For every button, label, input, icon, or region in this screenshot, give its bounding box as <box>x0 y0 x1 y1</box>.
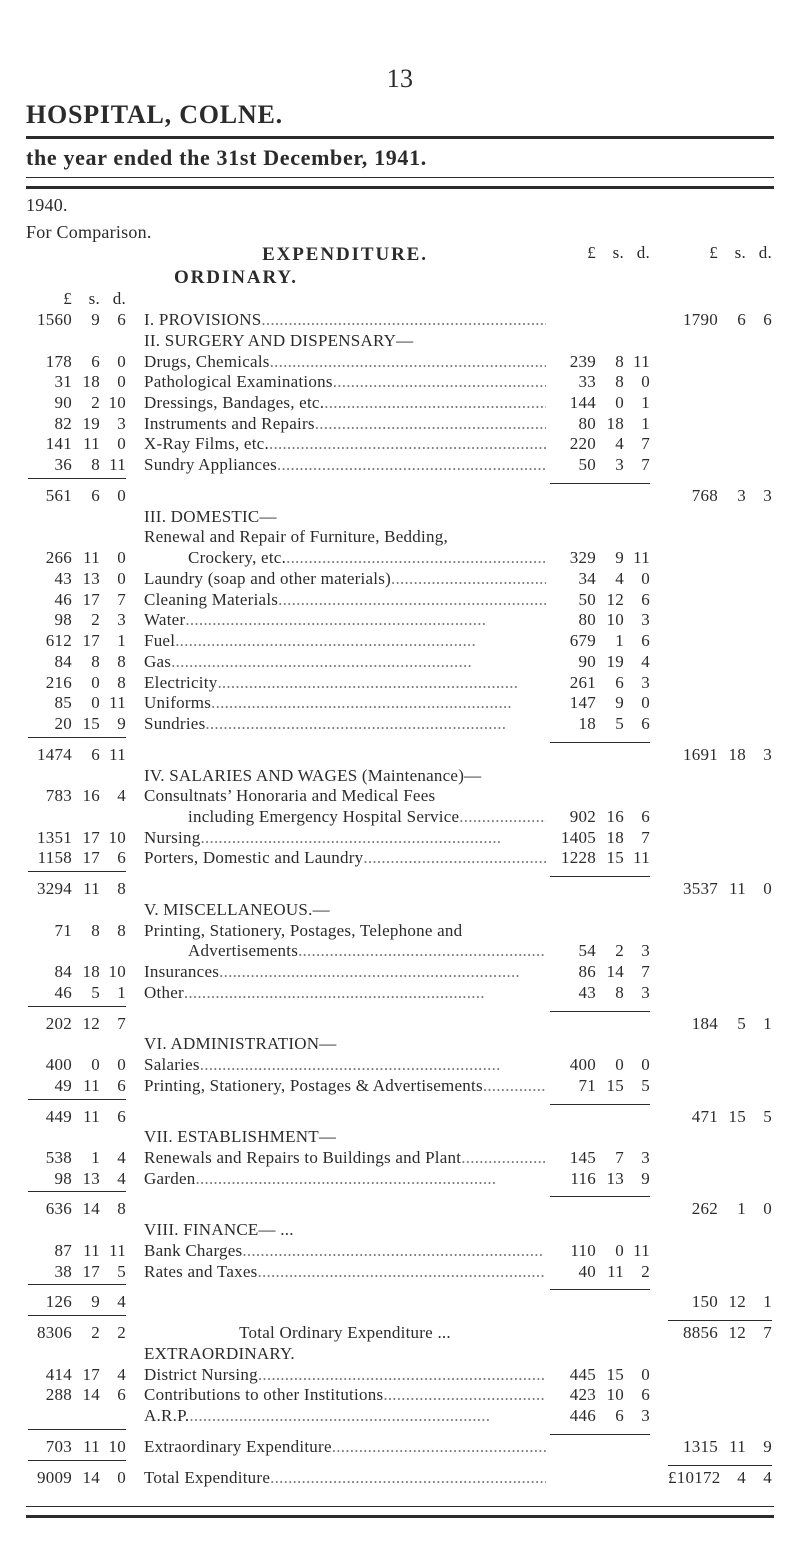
table-row: VI. ADMINISTRATION— <box>26 1034 774 1055</box>
table-row: 13511710 Nursing .......................… <box>26 828 774 849</box>
table-row: 85011 Uniforms .........................… <box>26 693 774 714</box>
left-col-s: s. <box>74 289 102 310</box>
ledger-table: EXPENDITURE. £ s. d. £ s. d. ORDINARY. £… <box>26 243 774 1488</box>
left-col-d: d. <box>102 289 128 310</box>
table-row: 7031110 Extraordinary Expenditure ......… <box>26 1437 774 1458</box>
table-row: 17860 Drugs, Chemicals .................… <box>26 352 774 373</box>
table-row: 63614826210 <box>26 1199 774 1220</box>
table-row: 98134 Garden ...........................… <box>26 1169 774 1190</box>
page-number: 13 <box>26 64 774 94</box>
table-row: 21608 Electricity ......................… <box>26 673 774 694</box>
title-underline <box>26 136 774 139</box>
hdr-ordinary: ORDINARY. <box>144 266 298 289</box>
table-row: 38175 Rates and Taxes ..................… <box>26 1262 774 1283</box>
table-row: 90210 Dressings, Bandages, etc. ........… <box>26 393 774 414</box>
table-row: 20212718451 <box>26 1014 774 1035</box>
meta-year: 1940. <box>26 195 774 216</box>
table-row: 871111 Bank Charges ....................… <box>26 1241 774 1262</box>
table-row: 49116 Printing, Stationery, Postages & A… <box>26 1076 774 1097</box>
table-row: 266110Crockery, etc. ...................… <box>26 548 774 569</box>
col-h-d2: d. <box>748 243 774 266</box>
meta-compare: For Comparison. <box>26 222 774 243</box>
table-row: 783164 Consultnats’ Honoraria and Medica… <box>26 786 774 807</box>
table-row: including Emergency Hospital Service ...… <box>26 807 774 828</box>
table-row: III. DOMESTIC— <box>26 507 774 528</box>
table-row: 14746111691183 <box>26 745 774 766</box>
double-rule <box>26 177 774 189</box>
table-row: Advertisements .........................… <box>26 941 774 962</box>
table-row: 141110 X-Ray Films, etc. ...............… <box>26 434 774 455</box>
table-row: 36811 Sundry Appliances ................… <box>26 455 774 476</box>
table-row: II. SURGERY AND DISPENSARY— <box>26 331 774 352</box>
table-row: Renewal and Repair of Furniture, Bedding… <box>26 527 774 548</box>
table-row: 32941183537110 <box>26 879 774 900</box>
table-row: 82193 Instruments and Repairs ..........… <box>26 414 774 435</box>
col-h-L1: £ <box>548 243 598 266</box>
col-h-L2: £ <box>666 243 720 266</box>
table-row: 414174 District Nursing ................… <box>26 1365 774 1386</box>
page-title-hospital: HOSPITAL, COLNE. <box>26 100 774 130</box>
left-col-L: £ <box>26 289 74 310</box>
page: 13 HOSPITAL, COLNE. the year ended the 3… <box>0 0 800 1564</box>
table-row: 449116471155 <box>26 1107 774 1128</box>
table-row: VIII. FINANCE— ... <box>26 1220 774 1241</box>
table-row: 9823 Water .............................… <box>26 610 774 631</box>
table-row: 7188 Printing, Stationery, Postages, Tel… <box>26 921 774 942</box>
page-title-year: the year ended the 31st December, 1941. <box>26 145 774 171</box>
table-row: V. MISCELLANEOUS.— <box>26 900 774 921</box>
table-row: 288146 Contributions to other Institutio… <box>26 1385 774 1406</box>
table-row: 1158176 Porters, Domestic and Laundry ..… <box>26 848 774 869</box>
table-row: 53814 Renewals and Repairs to Buildings … <box>26 1148 774 1169</box>
table-row: 612171 Fuel ............................… <box>26 631 774 652</box>
table-row: 841810 Insurances ......................… <box>26 962 774 983</box>
col-hdr-left: £ s. d. <box>26 289 774 310</box>
col-h-d1: d. <box>626 243 652 266</box>
table-row: 8488 Gas ...............................… <box>26 652 774 673</box>
table-row: 156096I. PROVISIONS ....................… <box>26 310 774 331</box>
col-h-s1: s. <box>598 243 626 266</box>
table-row: IV. SALARIES AND WAGES (Maintenance)— <box>26 766 774 787</box>
table-row: 20159 Sundries .........................… <box>26 714 774 735</box>
table-row: 40000 Salaries .........................… <box>26 1055 774 1076</box>
hdr-expenditure: EXPENDITURE. <box>262 244 428 265</box>
table-row: A.R.P. .................................… <box>26 1406 774 1427</box>
table-row: 46177 Cleaning Materials ...............… <box>26 590 774 611</box>
col-h-s2: s. <box>720 243 748 266</box>
table-row: 830622Total Ordinary Expenditure ...8856… <box>26 1323 774 1344</box>
table-row: VII. ESTABLISHMENT— <box>26 1127 774 1148</box>
table-row: 9009140 Total Expenditure ..............… <box>26 1468 774 1489</box>
ordinary-hdr-row: ORDINARY. <box>26 266 774 289</box>
table-row: 31180 Pathological Examinations ........… <box>26 372 774 393</box>
table-row: 4651 Other .............................… <box>26 983 774 1004</box>
table-row: 43130 Laundry (soap and other materials)… <box>26 569 774 590</box>
table-row: 5616076833 <box>26 486 774 507</box>
bottom-rule <box>26 1506 774 1518</box>
table-row: EXTRAORDINARY. <box>26 1344 774 1365</box>
table-row: 12694150121 <box>26 1292 774 1313</box>
table-header-row: EXPENDITURE. £ s. d. £ s. d. <box>26 243 774 266</box>
